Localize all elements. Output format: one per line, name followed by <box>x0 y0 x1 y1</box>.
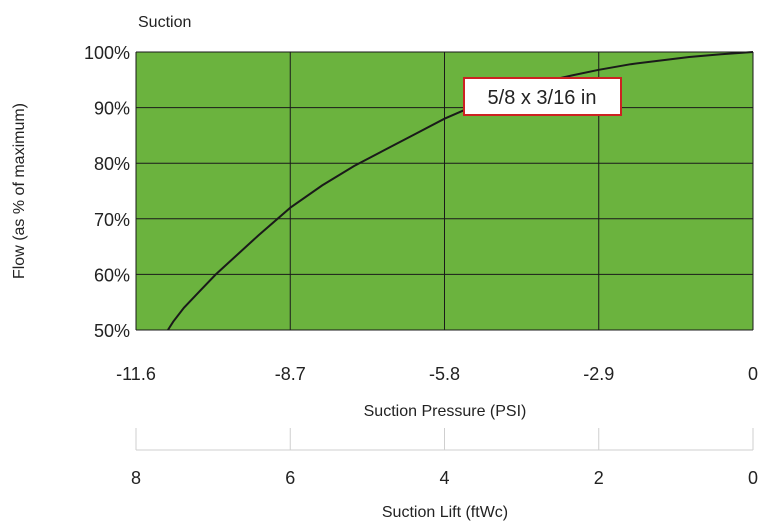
secondary-x-axis: 8 6 4 2 0 <box>131 428 758 488</box>
y-tick-label: 90% <box>94 99 130 119</box>
y-axis: 50% 60% 70% 80% 90% 100% <box>84 43 130 341</box>
series-annotation: 5/8 x 3/16 in <box>463 77 622 116</box>
x-tick-label: -2.9 <box>583 364 614 384</box>
x-tick-label: -5.8 <box>429 364 460 384</box>
secondary-x-tick-label: 0 <box>748 468 758 488</box>
chart-title: Suction <box>138 14 191 31</box>
grid-lines <box>135 51 754 331</box>
secondary-x-axis-label: Suction Lift (ftWc) <box>382 504 508 521</box>
series-line <box>167 51 754 331</box>
x-axis-label: Suction Pressure (PSI) <box>364 403 527 420</box>
x-axis: -11.6 -8.7 -5.8 -2.9 0 <box>116 364 758 384</box>
y-tick-label: 70% <box>94 210 130 230</box>
annotation-box <box>463 77 622 116</box>
x-tick-label: -8.7 <box>275 364 306 384</box>
annotation-text: 5/8 x 3/16 in <box>488 87 597 109</box>
secondary-x-tick-label: 6 <box>285 468 295 488</box>
y-axis-label: Flow (as % of maximum) <box>11 103 28 279</box>
x-tick-label: 0 <box>748 364 758 384</box>
secondary-x-tick-label: 8 <box>131 468 141 488</box>
y-tick-label: 60% <box>94 265 130 285</box>
secondary-x-tick-label: 4 <box>439 468 449 488</box>
x-tick-label: -11.6 <box>116 364 156 384</box>
y-tick-label: 80% <box>94 154 130 174</box>
y-tick-label: 100% <box>84 43 130 63</box>
y-tick-label: 50% <box>94 321 130 341</box>
secondary-x-tick-label: 2 <box>594 468 604 488</box>
